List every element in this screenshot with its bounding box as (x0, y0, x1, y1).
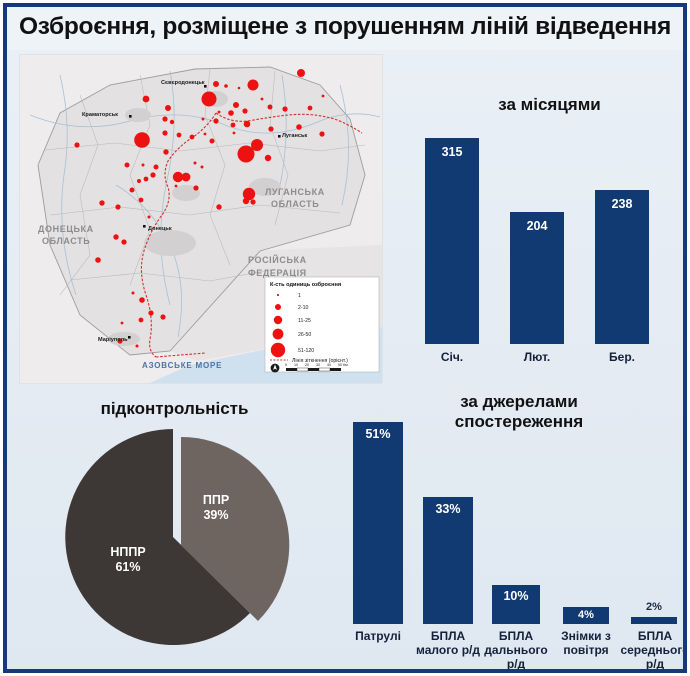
sea-label: АЗОВСЬКЕ МОРЕ (142, 361, 222, 370)
city-label: Маріуполь (98, 337, 128, 343)
legend-line-entry: Лінія зіткнення (орієнт.) (292, 358, 348, 364)
svg-text:30: 30 (316, 363, 320, 367)
svg-text:0: 0 (285, 363, 287, 367)
bar-source-0[interactable] (353, 422, 403, 624)
pie-slice-ppr[interactable] (181, 436, 290, 621)
sources-title-line2: спостереження (454, 412, 584, 431)
region-label: ФЕДЕРАЦІЯ (248, 268, 307, 278)
bar-label-source-2-line0: БПЛА (498, 629, 534, 643)
months-chart-title: за місяцями (498, 95, 601, 114)
region-label: ОБЛАСТЬ (42, 236, 90, 246)
bar-month-0[interactable] (425, 138, 479, 344)
city-label: Краматорськ (82, 112, 118, 118)
legend-entry: 1 (298, 293, 301, 299)
contact-line-north (215, 112, 363, 134)
bar-label-source-3: Знімки з повітря (551, 629, 621, 657)
city-label: Луганськ (282, 133, 307, 139)
control-pie-chart: ППР 39% НППР 61% (59, 419, 295, 659)
region-label: ЛУГАНСЬКА (265, 187, 325, 197)
pie-label-nppr-name: НППР (110, 545, 146, 559)
city-markers (128, 85, 281, 339)
pie-label-nppr-value: 61% (115, 560, 141, 574)
map-panel[interactable]: Сєвєродонецьк Краматорськ Луганськ Донец… (19, 54, 383, 384)
bar-month-1[interactable] (510, 212, 564, 344)
bar-value-source-3: 4% (578, 609, 594, 621)
bar-label-month-1: Лют. (523, 350, 551, 364)
bar-label-source-1: БПЛА малого р/д (411, 629, 485, 657)
region-label: РОСІЙСЬКА (248, 254, 307, 265)
region-label: ДОНЕЦЬКА (38, 224, 94, 234)
legend-entry: 26-50 (298, 332, 311, 338)
bar-label-month-0: Січ. (440, 350, 464, 364)
bar-source-1[interactable] (423, 497, 473, 624)
city-label: Сєвєродонецьк (161, 80, 205, 86)
bar-value-source-4: 2% (646, 601, 662, 613)
svg-text:50 Км: 50 Км (338, 363, 348, 367)
pie-label-ppr-name: ППР (202, 493, 230, 507)
legend-title: К-сть одиниць озброєння (270, 281, 341, 288)
map-svg: Сєвєродонецьк Краматорськ Луганськ Донец… (20, 55, 382, 383)
poster-inner: Озброєння, розміщене з порушенням ліній … (7, 7, 683, 669)
pie-chart-title: підконтрольність (100, 399, 249, 418)
bar-label-source-2-line1: дальнього (484, 643, 548, 657)
pie-label-ppr-value: 39% (203, 508, 229, 522)
legend-entry: 11-25 (298, 318, 311, 324)
bar-label-source-0-line0: Патрулі (355, 629, 401, 643)
contact-line-coast (155, 352, 207, 358)
bar-label-source-2: БПЛА дальнього р/д (481, 629, 551, 669)
bar-value-month-2: 238 (611, 197, 633, 211)
oblast-outline (37, 66, 366, 356)
pie-slice-nppr[interactable] (65, 429, 250, 645)
bar-label-source-3-line0: Знімки з (561, 629, 611, 643)
legend-entry: 2-10 (298, 305, 308, 311)
bar-month-2[interactable] (595, 190, 649, 344)
bar-source-4[interactable] (631, 617, 677, 624)
bar-label-source-4-line2: р/д (645, 657, 665, 669)
region-label: ОБЛАСТЬ (271, 199, 319, 209)
bar-label-source-1-line1: малого р/д (416, 643, 480, 657)
scale-bar: 0 10 20 30 40 50 Км (285, 363, 348, 372)
bar-label-source-0: Патрулі (343, 629, 413, 643)
legend-entry: 51-120 (298, 348, 314, 354)
svg-text:40: 40 (327, 363, 331, 367)
bar-value-source-0: 51% (365, 427, 391, 441)
svg-text:20: 20 (305, 363, 309, 367)
bar-value-source-1: 33% (435, 502, 461, 516)
bar-label-source-3-line1: повітря (563, 643, 609, 657)
contact-line-south (140, 112, 217, 358)
bar-value-source-2: 10% (503, 589, 529, 603)
bar-source-3[interactable] (563, 607, 609, 624)
bar-label-source-2-line2: р/д (506, 657, 526, 669)
bar-source-2[interactable] (492, 585, 540, 624)
poster-frame: Озброєння, розміщене з порушенням ліній … (3, 3, 687, 673)
sources-chart-title: за джерелами спостереження (359, 392, 679, 432)
weapon-markers (74, 69, 325, 348)
city-label: Донецьк (148, 226, 172, 232)
page-title: Озброєння, розміщене з порушенням ліній … (19, 13, 671, 40)
sources-title-line1: за джерелами (460, 392, 578, 411)
bar-label-source-4-line1: середнього (620, 643, 683, 657)
bar-label-source-4: БПЛА середнього р/д (619, 629, 683, 669)
title-band: Озброєння, розміщене з порушенням ліній … (7, 7, 683, 50)
bar-label-source-1-line0: БПЛА (430, 629, 466, 643)
pie-label-nppr: НППР 61% (91, 545, 165, 575)
bar-value-month-1: 204 (526, 219, 548, 233)
map-legend: К-сть одиниць озброєння 1 2-10 11-25 26-… (264, 276, 380, 373)
bar-value-month-0: 315 (441, 145, 463, 159)
bar-label-source-4-line0: БПЛА (637, 629, 673, 643)
bar-label-month-2: Бер. (609, 350, 635, 364)
pie-svg (65, 429, 290, 645)
svg-text:10: 10 (294, 363, 298, 367)
pie-label-ppr: ППР 39% (181, 493, 251, 523)
